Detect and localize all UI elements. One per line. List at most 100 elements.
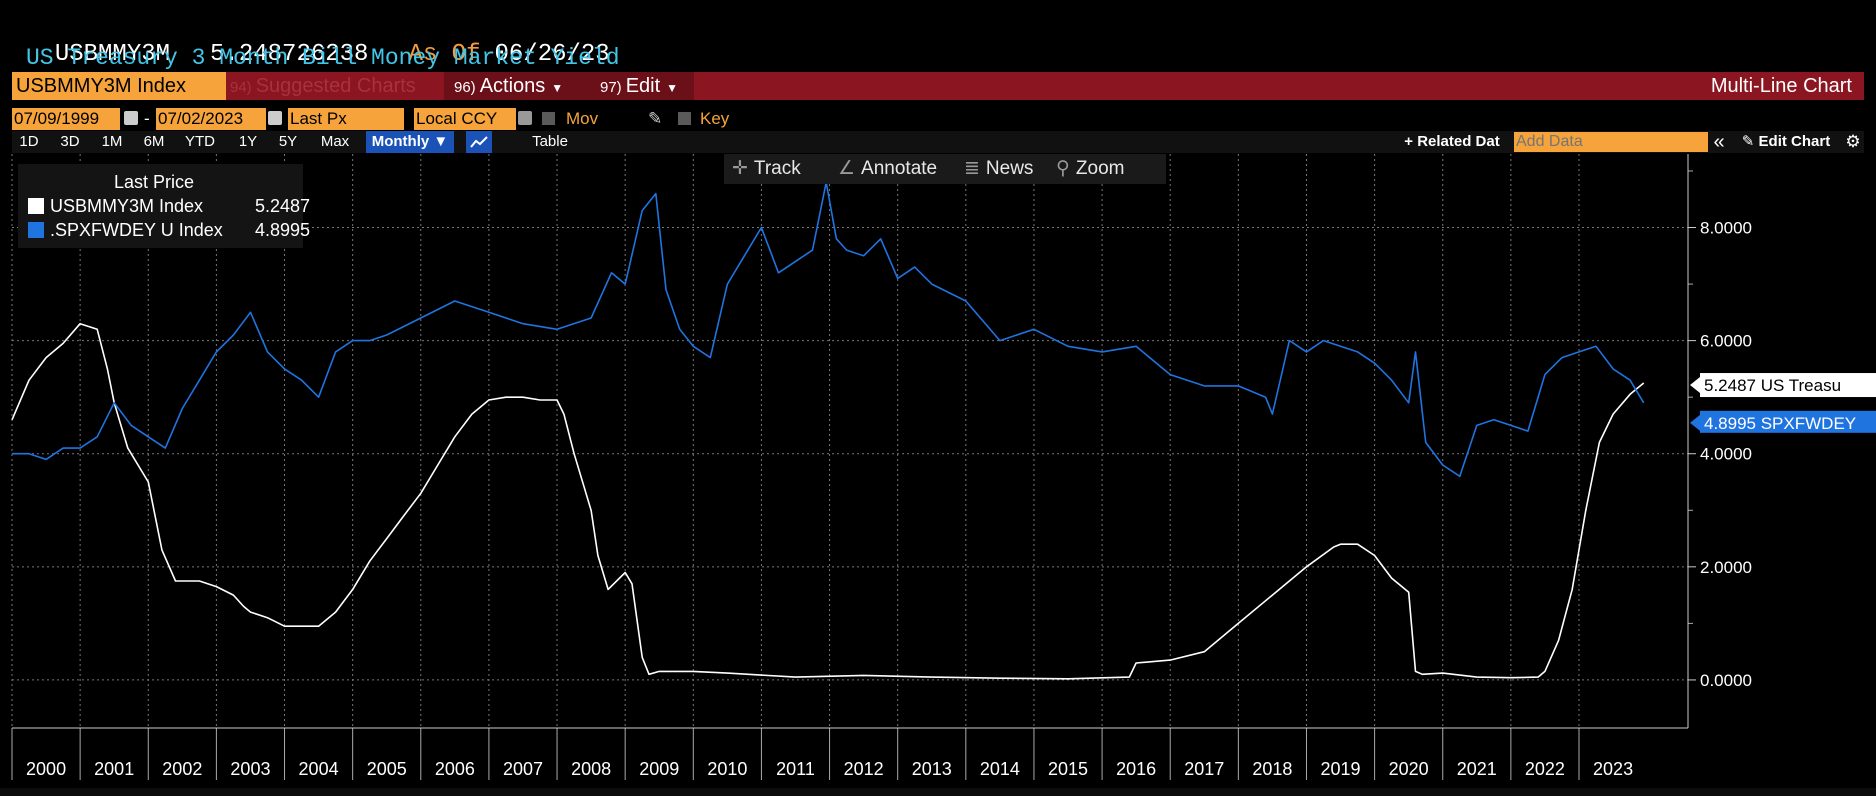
legend-value: 5.2487 <box>255 196 311 216</box>
x-tick-label: 2006 <box>435 759 475 779</box>
x-tick-label: 2010 <box>707 759 747 779</box>
ticker-label: USBMMY3M <box>54 41 171 68</box>
chart-axes: 0.0000 2.0000 4.0000 6.0000 8.0000 2000 2001 20… <box>11 154 1876 780</box>
table-button[interactable]: Table <box>532 133 568 150</box>
last-value-pointer <box>1690 377 1700 394</box>
track-label: Track <box>753 158 801 179</box>
legend-name: .SPXFWDEY U Index <box>50 220 223 240</box>
security-input[interactable]: USBMMY3M Index <box>12 72 226 100</box>
function-toolbar: USBMMY3M Index 94) Suggested Charts 96) Ac… <box>12 72 1864 100</box>
date-range-dash: - <box>144 109 150 128</box>
chart-legend[interactable]: Last Price USBMMY3M Index 5.2487 .SPXFWDE… <box>18 164 310 248</box>
last-value-label: 5.2487 US Treasu <box>1704 376 1841 395</box>
period-3d[interactable]: 3D <box>60 133 80 150</box>
price-field-select[interactable]: Last Px <box>288 108 404 130</box>
suggested-label: Suggested Charts <box>255 75 416 97</box>
pencil-icon: ✎ <box>1741 133 1755 150</box>
x-tick-label: 2015 <box>1048 759 1088 779</box>
chevron-down-icon: ▼ <box>666 81 679 95</box>
start-date-field[interactable]: 07/09/1999 <box>12 108 120 130</box>
x-tick-label: 2022 <box>1525 759 1565 779</box>
x-tick-label: 2002 <box>162 759 202 779</box>
x-tick-label: 2008 <box>571 759 611 779</box>
legend-swatch <box>28 198 44 214</box>
news-button[interactable]: ≣ News <box>956 154 1062 184</box>
currency-select[interactable]: Local CCY <box>414 108 516 130</box>
bottom-border <box>0 788 1876 796</box>
edit-num: 97) <box>600 79 622 96</box>
x-tick-label: 2016 <box>1116 759 1156 779</box>
edit-menu-button[interactable]: 97) Edit ▼ <box>590 72 694 100</box>
x-tick-label: 2014 <box>980 759 1020 779</box>
legend-swatch <box>28 222 44 238</box>
related-data-button[interactable]: + Related Dat <box>1404 133 1500 150</box>
security-description: US Treasury 3 Month Bill Money Market Yi… <box>26 45 620 71</box>
y-tick-label: 8.0000 <box>1700 219 1752 238</box>
chart-grid <box>11 154 1688 728</box>
add-data-input[interactable] <box>1514 132 1708 152</box>
period-5y[interactable]: 5Y <box>278 133 298 150</box>
as-of-date: 06/26/23 <box>494 41 610 68</box>
period-1m[interactable]: 1M <box>101 133 123 150</box>
chevron-down-icon[interactable] <box>518 111 532 125</box>
legend-value: 4.8995 <box>255 220 311 240</box>
suggested-num: 94) <box>230 79 252 96</box>
period-1d[interactable]: 1D <box>19 133 39 150</box>
frequency-label: Monthly <box>371 133 430 150</box>
x-tick-label: 2007 <box>503 759 543 779</box>
period-6m[interactable]: 6M <box>143 133 165 150</box>
collapse-icon[interactable]: « <box>1713 131 1725 153</box>
x-tick-label: 2013 <box>912 759 952 779</box>
legend-item[interactable]: .SPXFWDEY U Index 4.8995 <box>28 220 310 241</box>
magnifier-icon: ⚲ <box>1056 158 1070 179</box>
actions-label: Actions <box>479 75 546 97</box>
calendar-icon[interactable] <box>268 111 282 125</box>
x-tick-label: 2001 <box>94 759 134 779</box>
edit-chart-label: Edit Chart <box>1758 133 1831 150</box>
actions-menu-button[interactable]: 96) Actions ▼ <box>444 72 596 100</box>
x-tick-label: 2000 <box>26 759 66 779</box>
last-value-tag <box>1700 410 1876 433</box>
pencil-icon[interactable]: ✎ <box>648 109 663 128</box>
last-value-tag <box>1700 373 1876 398</box>
period-1y[interactable]: 1Y <box>238 133 258 150</box>
edit-label: Edit <box>625 75 661 97</box>
chevron-down-icon: ▼ <box>551 81 564 95</box>
x-tick-label: 2003 <box>230 759 270 779</box>
as-of-label: As Of <box>408 41 481 68</box>
zoom-button[interactable]: ⚲ Zoom <box>1048 154 1166 184</box>
period-toolbar: 1D 3D 1M 6M YTD 1Y 5Y Max Monthly ▼ Tabl… <box>12 131 1864 153</box>
security-header: USBMMY3M 5.248726238 As Of 06/26/23 <box>26 14 610 68</box>
calendar-icon[interactable] <box>124 111 138 125</box>
x-tick-label: 2005 <box>367 759 407 779</box>
x-tick-label: 2021 <box>1457 759 1497 779</box>
chart-type-label: Multi-Line Chart <box>1710 75 1852 97</box>
legend-item[interactable]: USBMMY3M Index 5.2487 <box>28 196 310 217</box>
crosshair-icon: ✛ <box>732 158 748 179</box>
annotate-button[interactable]: ∠ Annotate <box>830 154 970 184</box>
frequency-select[interactable]: Monthly ▼ <box>366 131 454 153</box>
series-line-usbmmy3m <box>11 322 1645 680</box>
x-tick-label: 2004 <box>299 759 339 779</box>
end-date-field[interactable]: 07/02/2023 <box>156 108 266 130</box>
x-tick-label: 2011 <box>776 759 815 779</box>
news-icon: ≣ <box>964 158 980 179</box>
edit-chart-button[interactable]: ✎ Edit Chart <box>1734 131 1838 153</box>
chevron-down-icon: ▼ <box>433 133 449 150</box>
last-value-pointer <box>1690 414 1700 431</box>
x-tick-label: 2012 <box>844 759 884 779</box>
x-tick-label: 2023 <box>1593 759 1633 779</box>
period-max[interactable]: Max <box>320 133 350 150</box>
gear-icon[interactable]: ⚙ <box>1845 132 1861 151</box>
y-tick-label: 4.0000 <box>1700 445 1752 464</box>
legend-name: USBMMY3M Index <box>50 196 204 216</box>
mov-avgs-checkbox[interactable] <box>542 112 555 125</box>
suggested-charts-button[interactable]: 94) Suggested Charts <box>230 72 416 100</box>
key-events-checkbox[interactable] <box>678 112 691 125</box>
x-tick-label: 2018 <box>1252 759 1292 779</box>
line-chart-icon[interactable] <box>466 131 492 153</box>
x-tick-label: 2017 <box>1184 759 1224 779</box>
track-button[interactable]: ✛ Track <box>724 154 844 184</box>
period-ytd[interactable]: YTD <box>185 133 215 150</box>
